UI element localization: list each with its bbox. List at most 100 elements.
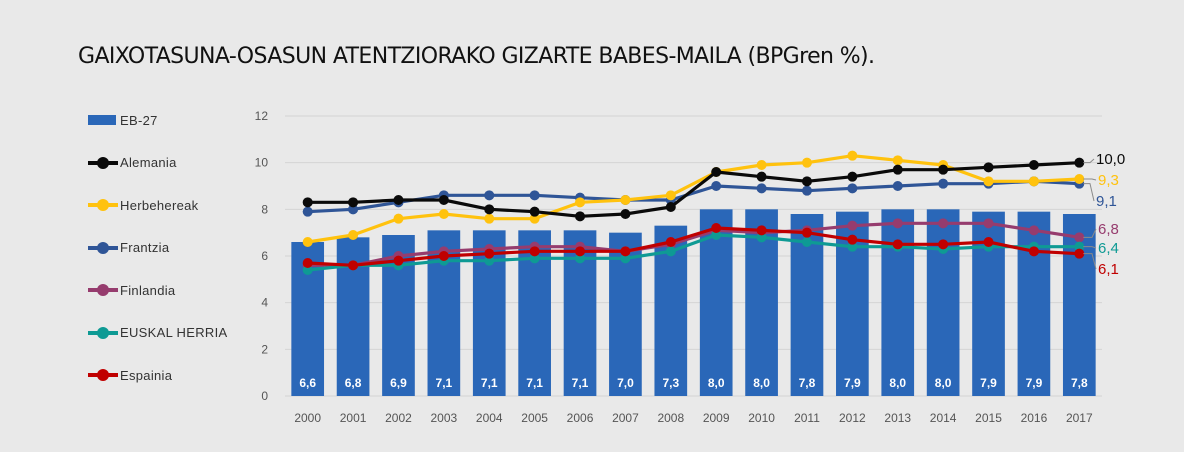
series-point	[983, 218, 994, 229]
series-point	[302, 197, 313, 208]
y-tick-label: 2	[261, 342, 268, 356]
bar-data-label: 7,1	[572, 376, 589, 390]
series-point	[665, 202, 676, 212]
legend-item: Frantzia	[88, 238, 169, 258]
leader-line	[1083, 253, 1097, 270]
series-point	[438, 251, 449, 261]
legend-label: EUSKAL HERRIA	[120, 325, 228, 340]
series-point	[801, 185, 812, 196]
chart-title: GAIXOTASUNA-OSASUN ATENTZIORAKO GIZARTE …	[78, 44, 875, 69]
legend: EB-27 Alemania Herbehereak Frantzia Finlandi…	[88, 110, 288, 410]
legend-item: Alemania	[88, 153, 177, 173]
series-point	[348, 197, 359, 208]
series-point	[801, 237, 812, 247]
y-tick-label: 12	[255, 109, 269, 123]
x-tick-label: 2003	[431, 411, 458, 425]
series-point	[983, 176, 994, 187]
series-point	[575, 211, 586, 222]
end-value-label: 6,4	[1098, 240, 1119, 257]
series-point	[302, 237, 313, 247]
series-point	[711, 181, 722, 191]
x-tick-label: 2007	[612, 411, 639, 425]
series-point	[938, 239, 949, 250]
series-line	[307, 233, 1080, 272]
bar-data-label: 7,0	[617, 376, 634, 390]
x-tick-label: 2013	[884, 411, 911, 425]
legend-swatch	[88, 153, 118, 173]
leader-line	[1083, 228, 1097, 238]
series-point	[393, 195, 404, 205]
series-point	[1028, 176, 1039, 187]
series-line	[307, 179, 1080, 214]
series-point	[1028, 225, 1039, 236]
series-point	[892, 155, 903, 166]
series-point	[1028, 160, 1039, 170]
series-point	[484, 190, 495, 201]
series-point	[484, 213, 495, 224]
series-point	[1028, 246, 1039, 257]
bar-data-label: 7,8	[1071, 376, 1088, 390]
legend-label: EB-27	[120, 112, 158, 128]
legend-dot-swatch	[97, 326, 109, 339]
series-line	[307, 226, 1080, 267]
series-point	[938, 164, 949, 175]
end-value-label: 10,0	[1096, 151, 1125, 168]
series-point	[983, 237, 994, 247]
legend-label: Finlandia	[120, 282, 176, 298]
end-value-label: 6,1	[1098, 261, 1119, 278]
legend-dot-swatch	[97, 284, 109, 296]
series-point	[1074, 174, 1085, 184]
x-tick-label: 2001	[340, 411, 367, 425]
series-point	[711, 167, 722, 177]
series-point	[529, 190, 540, 201]
bar-data-label: 6,8	[345, 376, 362, 390]
series-point	[438, 209, 449, 219]
series-point	[847, 234, 858, 245]
legend-item: Finlandia	[88, 280, 175, 300]
legend-label: Espainia	[120, 367, 173, 383]
bar-data-label: 7,9	[1026, 376, 1043, 390]
series-point	[620, 209, 631, 219]
series-point	[983, 162, 994, 173]
series-point	[302, 265, 313, 275]
y-tick-label: 6	[261, 249, 268, 263]
bar	[881, 209, 915, 396]
x-tick-label: 2017	[1066, 411, 1093, 425]
bar-data-label: 7,9	[844, 376, 861, 390]
series-point	[665, 190, 676, 201]
leader-line	[1083, 246, 1097, 249]
series-point	[1074, 232, 1085, 243]
series-point	[892, 218, 903, 229]
x-tick-label: 2011	[794, 411, 820, 425]
series-point	[711, 223, 722, 233]
series-point	[847, 150, 858, 161]
series-point	[801, 227, 812, 238]
x-tick-label: 2006	[567, 411, 594, 425]
legend-dot-swatch	[97, 241, 109, 254]
series-point	[393, 213, 404, 224]
series-point	[529, 246, 540, 257]
bar	[1017, 211, 1051, 396]
legend-item: Herbehereak	[88, 195, 198, 215]
legend-swatch	[88, 323, 118, 343]
series-point	[847, 183, 858, 194]
series-point	[938, 218, 949, 229]
series-point	[302, 258, 313, 268]
legend-item: EUSKAL HERRIA	[88, 323, 227, 343]
bar-data-label: 8,0	[935, 376, 952, 390]
bar-data-label: 7,1	[436, 376, 453, 390]
legend-item: Espainia	[88, 365, 172, 385]
legend-item: EB-27	[88, 110, 158, 130]
series-point	[847, 171, 858, 182]
x-tick-label: 2000	[294, 411, 321, 425]
legend-bar-swatch	[88, 115, 116, 125]
legend-swatch	[88, 238, 118, 258]
bar-data-label: 8,0	[889, 376, 906, 390]
series-point	[892, 181, 903, 191]
bar-data-label: 7,1	[481, 376, 498, 390]
legend-dot-swatch	[97, 156, 109, 169]
legend-swatch	[88, 280, 118, 300]
bar-data-label: 7,1	[526, 376, 543, 390]
bar-data-label: 8,0	[708, 376, 725, 390]
x-tick-label: 2014	[930, 411, 957, 425]
